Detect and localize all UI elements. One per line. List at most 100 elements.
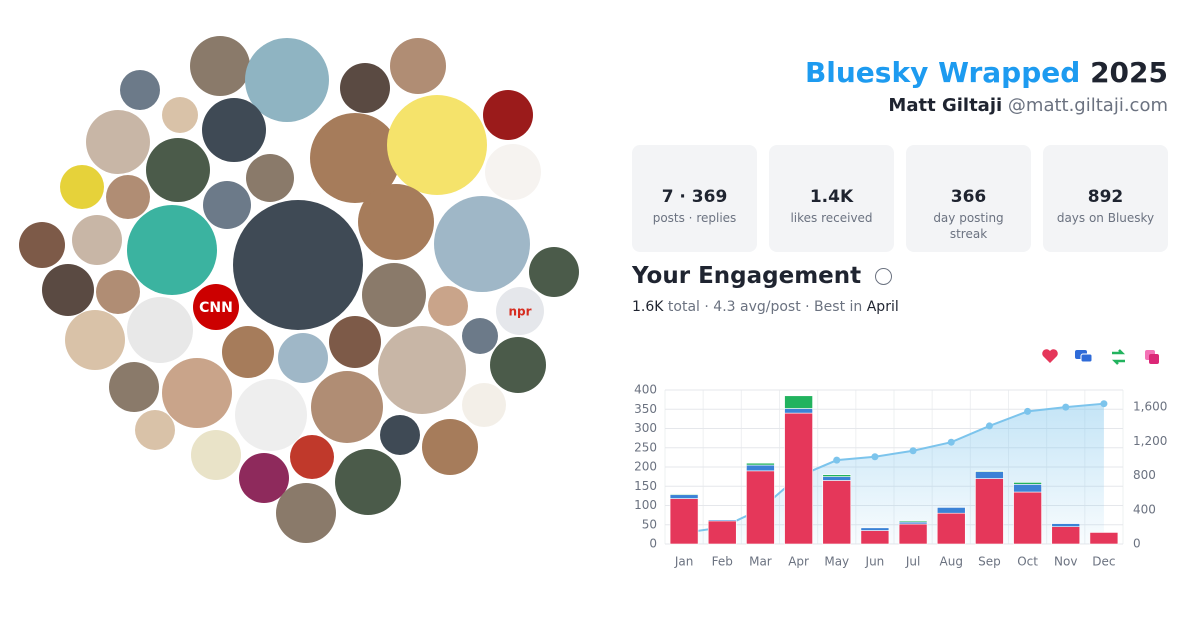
avatar bbox=[246, 154, 294, 202]
legend-repost-icon bbox=[1111, 349, 1126, 365]
x-tick-label: Jun bbox=[865, 555, 885, 569]
cumulative-point bbox=[1100, 400, 1108, 408]
stat-label: days on Bluesky bbox=[1056, 211, 1155, 225]
bar-segment bbox=[707, 519, 737, 522]
x-tick-label: Feb bbox=[712, 555, 733, 569]
year: 2025 bbox=[1090, 56, 1168, 89]
bar-segment bbox=[975, 470, 1004, 472]
info-icon bbox=[875, 268, 893, 285]
y-tick-label: 400 bbox=[634, 383, 657, 397]
bar-segment bbox=[822, 474, 852, 477]
bar-segment bbox=[1089, 532, 1119, 545]
legend-quote-icon-b bbox=[1149, 354, 1159, 364]
avatar bbox=[222, 326, 274, 378]
avatar bbox=[72, 215, 122, 265]
user-name: Matt Giltaji bbox=[888, 95, 1003, 116]
bar-segment bbox=[746, 470, 775, 545]
avatar bbox=[127, 205, 217, 295]
x-tick-label: Jul bbox=[905, 555, 920, 569]
avatar bbox=[462, 383, 506, 427]
legend-like-icon bbox=[1042, 349, 1058, 363]
avg: 4.3 bbox=[713, 299, 736, 315]
avatar bbox=[60, 165, 104, 209]
avatar bbox=[358, 184, 434, 260]
avatar-cloud: CNN npr bbox=[19, 36, 579, 543]
avatar bbox=[290, 435, 334, 479]
bar-segment bbox=[898, 520, 928, 523]
bar-segment bbox=[860, 527, 890, 531]
avatar bbox=[106, 175, 150, 219]
stat-label: likes received bbox=[790, 211, 873, 225]
avatar bbox=[329, 316, 381, 368]
cumulative-point bbox=[1062, 403, 1070, 411]
bar-segment bbox=[1051, 523, 1081, 527]
section-title: Your Engagement bbox=[632, 263, 893, 289]
x-tick-label: Mar bbox=[749, 555, 772, 569]
bar-segment bbox=[707, 520, 737, 545]
avatar bbox=[120, 70, 160, 110]
x-tick-label: Sep bbox=[978, 555, 1001, 569]
avatar-logo-text: npr bbox=[508, 305, 531, 319]
user-handle: @matt.giltaji.com bbox=[1007, 95, 1168, 116]
stat-value: 1.4K bbox=[809, 187, 854, 207]
bar-segment bbox=[936, 512, 966, 545]
avatar bbox=[239, 453, 289, 503]
bar-segment bbox=[669, 493, 699, 496]
avatar bbox=[428, 286, 468, 326]
avatar bbox=[278, 333, 328, 383]
bar-segment bbox=[1013, 484, 1042, 493]
legend-reply-icon-b bbox=[1080, 353, 1093, 363]
user-line: Matt Giltaji @matt.giltaji.com bbox=[888, 95, 1168, 116]
avatar bbox=[483, 90, 533, 140]
cumulative-point bbox=[871, 453, 879, 461]
avatar bbox=[233, 200, 363, 330]
stat-value: 7 · 369 bbox=[661, 187, 728, 207]
bar-segment bbox=[860, 530, 890, 545]
y2-tick-label: 0 bbox=[1133, 537, 1141, 551]
bar-segment bbox=[822, 480, 852, 545]
y2-tick-label: 400 bbox=[1133, 502, 1156, 516]
legend-icons bbox=[1042, 349, 1159, 365]
avatar bbox=[190, 36, 250, 96]
avatar bbox=[203, 181, 251, 229]
avg-label: avg/post · Best in bbox=[740, 299, 863, 315]
avatar bbox=[485, 144, 541, 200]
bar-segment bbox=[1013, 491, 1042, 545]
avatar bbox=[276, 483, 336, 543]
stat-label: posts · replies bbox=[652, 211, 737, 225]
bar-segment bbox=[936, 507, 966, 514]
cumulative-point bbox=[909, 447, 917, 455]
avatar bbox=[422, 419, 478, 475]
y-tick-label: 350 bbox=[634, 402, 657, 416]
bar-segment bbox=[669, 498, 699, 545]
avatar bbox=[335, 449, 401, 515]
y-tick-label: 200 bbox=[634, 460, 657, 474]
x-tick-label: Dec bbox=[1092, 555, 1115, 569]
x-tick-label: Apr bbox=[788, 555, 809, 569]
chart: 0 50 100 150 200 250 300 350 400 0 400 800 1,200 1,60… bbox=[634, 383, 1167, 569]
bar-segment bbox=[784, 395, 813, 409]
section-title-text: Your Engagement bbox=[632, 263, 862, 289]
cumulative-point bbox=[1024, 407, 1032, 415]
stat-label: day posting streak bbox=[933, 211, 1004, 241]
y2-tick-label: 1,200 bbox=[1133, 434, 1167, 448]
avatar bbox=[378, 326, 466, 414]
best-month: April bbox=[866, 299, 899, 315]
avatar bbox=[245, 38, 329, 122]
total: 1.6K bbox=[632, 299, 664, 315]
stat-card: 892 days on Bluesky bbox=[1043, 145, 1168, 252]
y-tick-label: 100 bbox=[634, 498, 657, 512]
bar-segment bbox=[746, 462, 775, 466]
avatar bbox=[490, 337, 546, 393]
bar-segment bbox=[822, 476, 852, 481]
stat-value: 366 bbox=[950, 187, 987, 207]
stat-card: 366 day posting streak bbox=[906, 145, 1031, 252]
avatar bbox=[462, 318, 498, 354]
section-summary: 1.6K total · 4.3 avg/post · Best in Apri… bbox=[632, 299, 899, 315]
avatar bbox=[65, 310, 125, 370]
y-tick-label: 50 bbox=[642, 517, 657, 531]
bar-segment bbox=[1013, 482, 1042, 485]
bar-segment bbox=[746, 464, 775, 472]
y-tick-label: 150 bbox=[634, 479, 657, 493]
